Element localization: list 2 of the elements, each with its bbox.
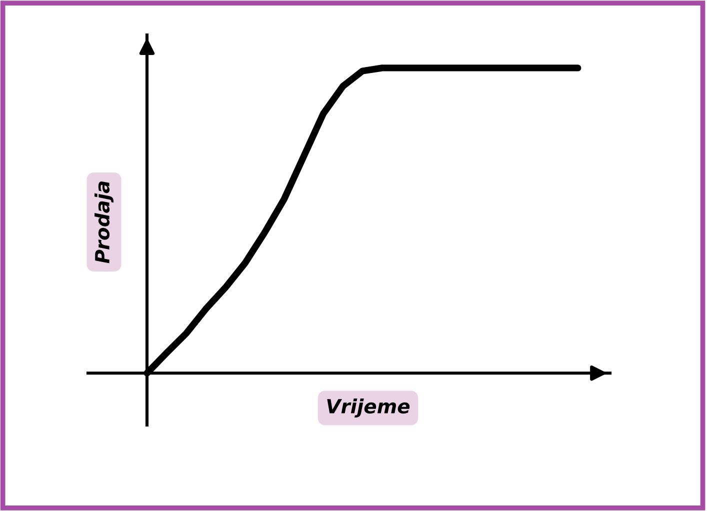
y-axis-title: Prodaja — [94, 182, 114, 264]
x-axis-title: Vrijeme — [327, 398, 410, 418]
